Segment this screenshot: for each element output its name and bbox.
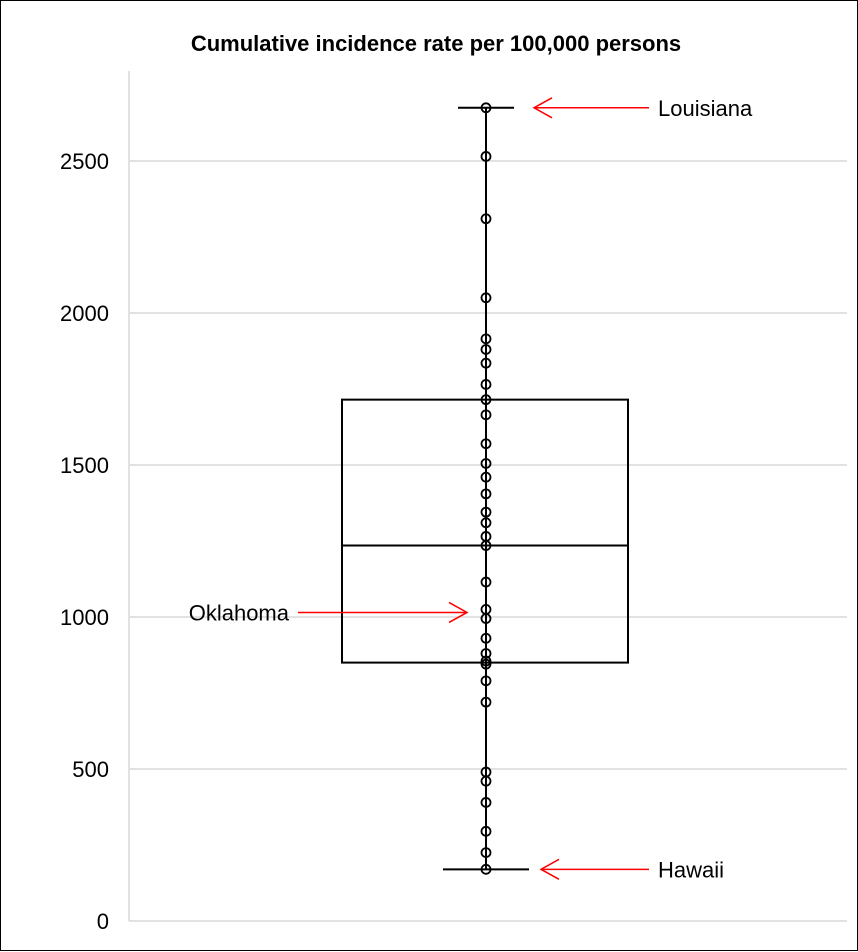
data-point bbox=[480, 632, 492, 644]
data-point bbox=[480, 357, 492, 369]
data-point bbox=[480, 847, 492, 858]
annotation-label: Hawaii bbox=[658, 857, 724, 882]
y-axis: 0 500 1000 1500 2000 2500 bbox=[60, 71, 130, 934]
y-tick-label-2000: 2000 bbox=[60, 301, 109, 326]
y-tick-label-0: 0 bbox=[97, 909, 109, 934]
chart-title: Cumulative incidence rate per 100,000 pe… bbox=[191, 31, 681, 56]
data-point bbox=[480, 344, 492, 355]
annotation-label: Louisiana bbox=[658, 96, 753, 121]
data-point bbox=[480, 102, 492, 114]
annotation-label: Oklahoma bbox=[189, 600, 290, 625]
data-point bbox=[480, 648, 492, 659]
data-point bbox=[480, 696, 492, 708]
data-point bbox=[480, 151, 492, 162]
data-point bbox=[480, 333, 492, 345]
data-points bbox=[480, 102, 492, 875]
annotation-louisiana: Louisiana bbox=[532, 96, 753, 121]
annotation-oklahoma: Oklahoma bbox=[189, 600, 469, 625]
data-point bbox=[480, 797, 492, 808]
annotation-arrow-head bbox=[448, 601, 469, 624]
y-tick-label-2500: 2500 bbox=[60, 149, 109, 174]
annotation-hawaii: Hawaii bbox=[539, 857, 724, 882]
data-point bbox=[480, 409, 492, 421]
data-point bbox=[480, 775, 492, 787]
data-point bbox=[480, 675, 492, 687]
data-point bbox=[480, 506, 492, 518]
data-point bbox=[480, 863, 492, 875]
annotations: Louisiana Oklahoma Hawaii bbox=[189, 96, 753, 883]
data-point bbox=[480, 517, 492, 529]
data-point bbox=[480, 394, 492, 406]
annotation-arrow-head bbox=[532, 97, 553, 119]
data-point bbox=[480, 655, 492, 667]
data-point bbox=[480, 292, 492, 304]
data-point bbox=[480, 540, 492, 551]
y-tick-label-500: 500 bbox=[72, 757, 109, 782]
y-tick-label-1000: 1000 bbox=[60, 605, 109, 630]
data-point bbox=[480, 458, 492, 469]
box-plot bbox=[341, 106, 629, 871]
box-iqr bbox=[341, 398, 629, 664]
annotation-arrow-head bbox=[539, 858, 560, 880]
data-point bbox=[480, 213, 492, 225]
data-point bbox=[480, 825, 492, 837]
data-point bbox=[480, 613, 492, 624]
y-tick-label-1500: 1500 bbox=[60, 453, 109, 478]
data-point bbox=[480, 488, 492, 500]
data-point bbox=[480, 379, 492, 390]
data-point bbox=[480, 471, 492, 483]
data-point bbox=[480, 658, 492, 670]
data-point bbox=[480, 438, 492, 450]
data-point bbox=[480, 576, 492, 588]
